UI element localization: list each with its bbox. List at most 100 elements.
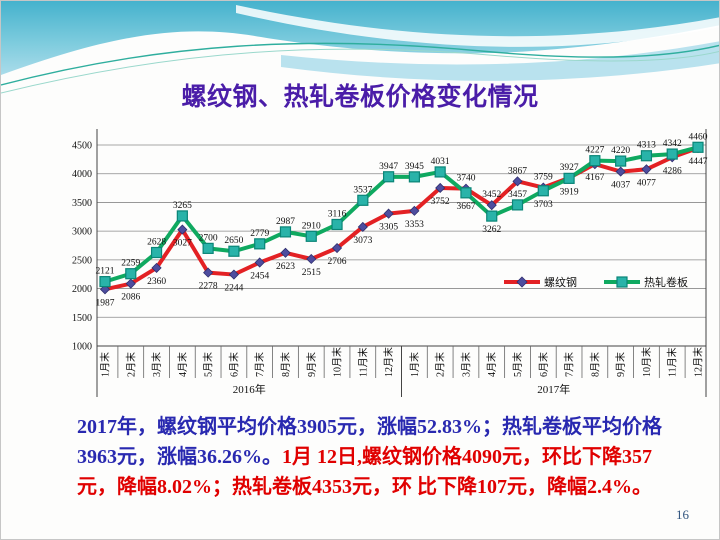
- data-label-red: 4167: [585, 173, 604, 183]
- month-label: 8月末: [279, 352, 292, 377]
- wave-accent-line-2: [1, 48, 719, 94]
- wave-header-graphic: [1, 1, 719, 94]
- month-label: 4月末: [176, 352, 189, 377]
- marker-square: [460, 187, 472, 199]
- data-label-green: 2628: [147, 238, 166, 248]
- data-label-red: 3740: [456, 174, 475, 184]
- data-label-green: 4227: [585, 146, 604, 156]
- year-label: 2017年: [537, 382, 570, 396]
- data-label-red: 2360: [147, 277, 166, 287]
- month-label: 5月末: [202, 352, 215, 377]
- marker-diamond: [615, 166, 626, 177]
- summary-text: 2017年，螺纹钢平均价格3905元，涨幅52.83%；热轧卷板平均价格3963…: [77, 412, 669, 502]
- data-label-green: 3667: [456, 202, 475, 212]
- data-label-red: 3759: [534, 173, 553, 183]
- month-label: 7月末: [563, 352, 576, 377]
- legend: 螺纹钢 热轧卷板: [504, 275, 688, 289]
- marker-diamond: [306, 253, 317, 265]
- y-tick-label: 2500: [72, 255, 92, 266]
- marker-diamond: [383, 208, 394, 219]
- data-label-green: 2987: [276, 217, 295, 227]
- marker-diamond: [641, 164, 652, 175]
- marker-square: [202, 242, 214, 254]
- data-label-green: 2779: [250, 229, 269, 239]
- month-label: 2月末: [434, 352, 447, 377]
- data-label-red: 2706: [328, 257, 347, 267]
- month-label: 11月末: [356, 347, 369, 377]
- marker-diamond: [203, 267, 214, 278]
- marker-diamond: [254, 257, 265, 268]
- data-label-green: 3265: [173, 201, 192, 211]
- data-label-green: 2259: [121, 259, 140, 269]
- month-label: 3月末: [459, 352, 472, 377]
- y-tick-label: 1000: [72, 342, 92, 353]
- summary-average-prices: 2017年，螺纹钢平均价格3905元，涨幅52.83%；热轧卷板平均价格3963…: [77, 416, 662, 468]
- wave-white-streak: [236, 5, 719, 47]
- marker-square: [305, 230, 317, 242]
- data-label-green: 4313: [637, 141, 656, 151]
- month-label: 10月末: [331, 347, 344, 377]
- data-label-green: 3703: [534, 200, 553, 210]
- month-label: 1月末: [99, 352, 112, 377]
- month-label: 9月末: [614, 352, 627, 377]
- data-label-red: 4286: [663, 166, 682, 176]
- data-label-green: 3116: [328, 209, 347, 219]
- data-label-green: 2650: [224, 236, 243, 246]
- data-label-red: 1987: [96, 298, 115, 308]
- marker-square: [486, 210, 498, 222]
- price-trend-chart: 1000 1500 2000 2500 3000 3500 4000 4500 1月末 2月末 3月…: [61, 125, 713, 401]
- x-axis-labels: 1月末 2月末 3月末 4月末 5月末 6月末 7月末 8月末 9月末 10月末 11月末 12月末 1…: [99, 346, 705, 397]
- wave-lightblue-band: [281, 41, 719, 81]
- marker-square: [125, 268, 137, 280]
- month-label: 5月末: [511, 352, 524, 377]
- month-label: 7月末: [253, 352, 266, 377]
- data-label-red: 2454: [250, 271, 269, 281]
- month-label: 6月末: [227, 352, 240, 377]
- data-label-red: 3353: [405, 220, 424, 230]
- marker-square: [150, 246, 163, 259]
- marker-diamond: [228, 269, 239, 280]
- data-label-green: 2700: [199, 233, 218, 243]
- marker-square: [176, 210, 188, 222]
- marker-square: [511, 199, 524, 211]
- wave-accent-line-1: [1, 42, 719, 86]
- data-label-red: 3867: [508, 166, 527, 176]
- data-label-red: 2244: [224, 284, 243, 294]
- marker-square: [666, 148, 678, 160]
- data-label-red: 3027: [173, 239, 192, 249]
- data-label-red: 2278: [199, 282, 218, 292]
- data-label-green: 3457: [508, 190, 527, 200]
- data-label-red: 3305: [379, 223, 398, 233]
- marker-diamond: [357, 221, 368, 233]
- y-tick-label: 2000: [72, 284, 92, 295]
- data-label-red: 3927: [560, 163, 579, 173]
- marker-square: [589, 155, 601, 167]
- marker-diamond: [125, 278, 136, 289]
- marker-square: [537, 185, 549, 197]
- y-tick-label: 3000: [72, 227, 92, 238]
- month-label: 11月末: [666, 347, 679, 377]
- marker-diamond: [151, 262, 162, 273]
- y-tick-label: 3500: [72, 198, 92, 209]
- marker-square: [640, 150, 653, 162]
- data-label-red: 4447: [689, 157, 708, 167]
- y-tick-label: 4000: [72, 169, 92, 180]
- page-number: 16: [676, 507, 689, 522]
- data-label-red: 4077: [637, 178, 656, 188]
- marker-square: [615, 155, 627, 167]
- marker-square: [434, 166, 446, 178]
- data-label-red: 3073: [353, 236, 372, 246]
- data-label-green: 3537: [353, 185, 372, 195]
- month-label: 6月末: [537, 352, 550, 377]
- data-label-red: 2623: [276, 262, 295, 272]
- month-label: 3月末: [150, 352, 163, 377]
- marker-diamond: [177, 224, 188, 235]
- month-label: 12月末: [692, 347, 705, 377]
- page-title: 螺纹钢、热轧卷板价格变化情况: [181, 84, 539, 111]
- marker-diamond: [409, 205, 420, 216]
- data-label-red: 3452: [482, 190, 501, 200]
- data-label-red: 4037: [611, 181, 630, 191]
- data-label-green: 2910: [302, 221, 321, 231]
- series-line-螺纹钢: [103, 146, 700, 292]
